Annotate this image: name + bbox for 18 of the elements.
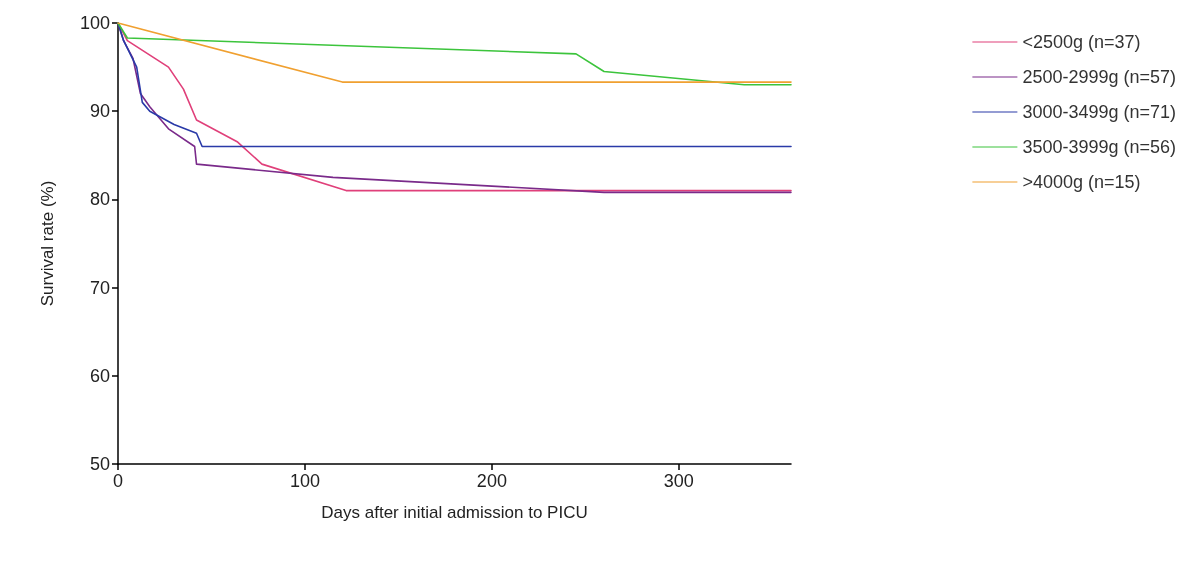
legend-label: 3000-3499g (n=71): [1022, 102, 1176, 122]
legend-label: >4000g (n=15): [1022, 172, 1141, 192]
x-tick-label: 300: [663, 471, 694, 491]
x-axis-title: Days after initial admission to PICU: [321, 503, 588, 522]
y-tick-label: 70: [89, 277, 110, 298]
y-tick-label: 90: [89, 101, 110, 122]
y-tick-label: 60: [89, 365, 110, 386]
x-tick-label: 200: [476, 471, 507, 491]
legend-label: 2500-2999g (n=57): [1022, 67, 1176, 87]
y-axis-title: Survival rate (%): [38, 180, 57, 307]
line-series: [117, 22, 792, 148]
y-tick-label: 50: [89, 454, 110, 474]
x-tick-label: 0: [112, 471, 124, 491]
legend-label: 3500-3999g (n=56): [1022, 137, 1176, 157]
legend-label: <2500g (n=37): [1022, 32, 1141, 52]
x-tick-label: 100: [289, 471, 320, 491]
y-tick-label: 80: [89, 189, 110, 210]
y-tick-label: 100: [79, 13, 110, 33]
